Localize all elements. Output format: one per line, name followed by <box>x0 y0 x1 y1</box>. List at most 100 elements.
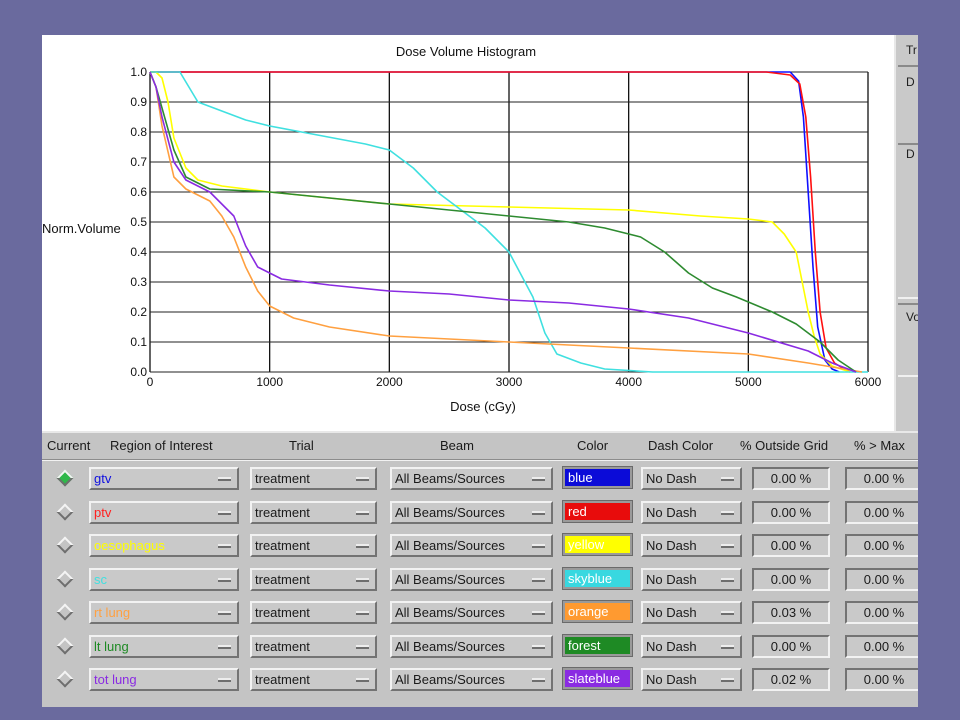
beam-value: All Beams/Sources <box>395 571 505 587</box>
chart-title: Dose Volume Histogram <box>396 44 536 59</box>
option-menu-icon <box>356 644 369 649</box>
beam-select[interactable]: All Beams/Sources <box>390 634 553 658</box>
trial-select[interactable]: treatment <box>250 634 377 658</box>
y-tick-label: 0.2 <box>130 305 147 319</box>
current-radio[interactable] <box>56 603 74 621</box>
option-menu-icon <box>532 477 545 481</box>
header-beam: Beam <box>440 438 474 453</box>
outside-grid-value: 0.00 % <box>752 467 830 490</box>
x-tick-label: 0 <box>147 375 154 389</box>
color-swatch[interactable]: slateblue <box>562 667 633 690</box>
roi-select[interactable]: oesophagus <box>89 534 239 557</box>
header-trial: Trial <box>289 438 314 453</box>
current-radio[interactable] <box>56 570 74 587</box>
dvh-curve-gtv <box>150 71 840 373</box>
beam-select[interactable]: All Beams/Sources <box>390 467 553 490</box>
color-name: orange <box>568 604 609 619</box>
roi-name: gtv <box>94 471 112 486</box>
color-name: red <box>568 503 587 519</box>
current-radio[interactable] <box>56 637 74 654</box>
color-swatch[interactable]: yellow <box>562 533 633 556</box>
outside-grid-value: 0.03 % <box>752 601 830 624</box>
roi-select[interactable]: ptv <box>89 500 239 524</box>
trial-value: treatment <box>255 672 310 687</box>
beam-select[interactable]: All Beams/Sources <box>390 668 553 691</box>
outside-grid-value: 0.00 % <box>752 567 830 591</box>
color-swatch[interactable]: blue <box>562 466 633 489</box>
current-radio[interactable] <box>56 503 74 520</box>
current-radio[interactable] <box>56 536 74 554</box>
color-name: blue <box>568 470 593 485</box>
trial-select[interactable]: treatment <box>250 567 377 591</box>
dash-color-select[interactable]: No Dash <box>641 467 742 490</box>
trial-select[interactable]: treatment <box>250 467 377 490</box>
option-menu-icon <box>218 644 231 649</box>
roi-row-gtv: gtv treatment All Beams/Sources blue No Dash… <box>42 463 918 497</box>
trial-select[interactable]: treatment <box>250 500 377 524</box>
current-radio[interactable] <box>56 469 74 487</box>
y-tick-label: 0.3 <box>130 275 147 289</box>
x-axis-label: Dose (cGy) <box>450 399 516 414</box>
y-tick-label: 0.0 <box>130 365 147 379</box>
roi-row-ptv: ptv treatment All Beams/Sources red No Dash 0… <box>42 497 918 531</box>
beam-select[interactable]: All Beams/Sources <box>390 567 553 591</box>
pct-max-value: 0.00 % <box>845 500 918 524</box>
beam-select[interactable]: All Beams/Sources <box>390 534 553 557</box>
option-menu-icon <box>218 577 231 582</box>
y-tick-label: 0.4 <box>130 245 147 259</box>
side-label-d2: D <box>906 147 915 161</box>
roi-select[interactable]: sc <box>89 567 239 591</box>
color-swatch[interactable]: orange <box>562 600 633 623</box>
dash-color-select[interactable]: No Dash <box>641 634 742 658</box>
y-tick-label: 0.6 <box>130 185 147 199</box>
dash-value: No Dash <box>646 571 697 587</box>
header-divider <box>42 459 918 461</box>
y-tick-label: 0.7 <box>130 155 147 169</box>
dvh-curve-sc <box>150 71 868 373</box>
roi-table: Current Region of Interest Trial Beam Co… <box>42 431 918 707</box>
dash-color-select[interactable]: No Dash <box>641 601 742 624</box>
roi-name: tot lung <box>94 672 137 687</box>
beam-select[interactable]: All Beams/Sources <box>390 601 553 624</box>
roi-row-rt-lung: rt lung treatment All Beams/Sources orange N… <box>42 597 918 631</box>
roi-name: sc <box>94 571 107 587</box>
option-menu-icon <box>721 678 734 682</box>
beam-select[interactable]: All Beams/Sources <box>390 500 553 524</box>
trial-value: treatment <box>255 571 310 587</box>
dash-value: No Dash <box>646 504 697 520</box>
option-menu-icon <box>356 510 369 515</box>
pct-max-value: 0.00 % <box>845 668 918 691</box>
trial-select[interactable]: treatment <box>250 668 377 691</box>
trial-select[interactable]: treatment <box>250 534 377 557</box>
roi-select[interactable]: lt lung <box>89 634 239 658</box>
x-tick-label: 3000 <box>496 375 523 389</box>
pct-max-value: 0.00 % <box>845 467 918 490</box>
dash-color-select[interactable]: No Dash <box>641 500 742 524</box>
outside-grid-value: 0.02 % <box>752 668 830 691</box>
header-current: Current <box>47 438 91 453</box>
side-label-d1: D <box>906 75 915 89</box>
roi-select[interactable]: tot lung <box>89 668 239 691</box>
dash-color-select[interactable]: No Dash <box>641 668 742 691</box>
color-swatch[interactable]: forest <box>562 633 633 657</box>
trial-select[interactable]: treatment <box>250 601 377 624</box>
color-swatch[interactable]: skyblue <box>562 566 633 590</box>
trial-value: treatment <box>255 638 310 654</box>
y-tick-label: 0.8 <box>130 125 147 139</box>
header-dash-color: Dash Color <box>648 438 714 453</box>
color-swatch[interactable]: red <box>562 499 633 523</box>
x-tick-label: 2000 <box>376 375 403 389</box>
roi-name: rt lung <box>94 605 131 620</box>
header-roi: Region of Interest <box>110 438 213 453</box>
current-radio[interactable] <box>56 670 74 688</box>
beam-value: All Beams/Sources <box>395 538 505 553</box>
dash-color-select[interactable]: No Dash <box>641 534 742 557</box>
y-tick-label: 0.9 <box>130 95 147 109</box>
dash-color-select[interactable]: No Dash <box>641 567 742 591</box>
roi-select[interactable]: rt lung <box>89 601 239 624</box>
header-outside-grid: % Outside Grid <box>740 438 829 453</box>
roi-select[interactable]: gtv <box>89 467 239 490</box>
color-name: yellow <box>568 537 605 552</box>
dvh-curve-rt-lung <box>149 71 863 373</box>
side-label-trial: Tr <box>906 43 917 57</box>
